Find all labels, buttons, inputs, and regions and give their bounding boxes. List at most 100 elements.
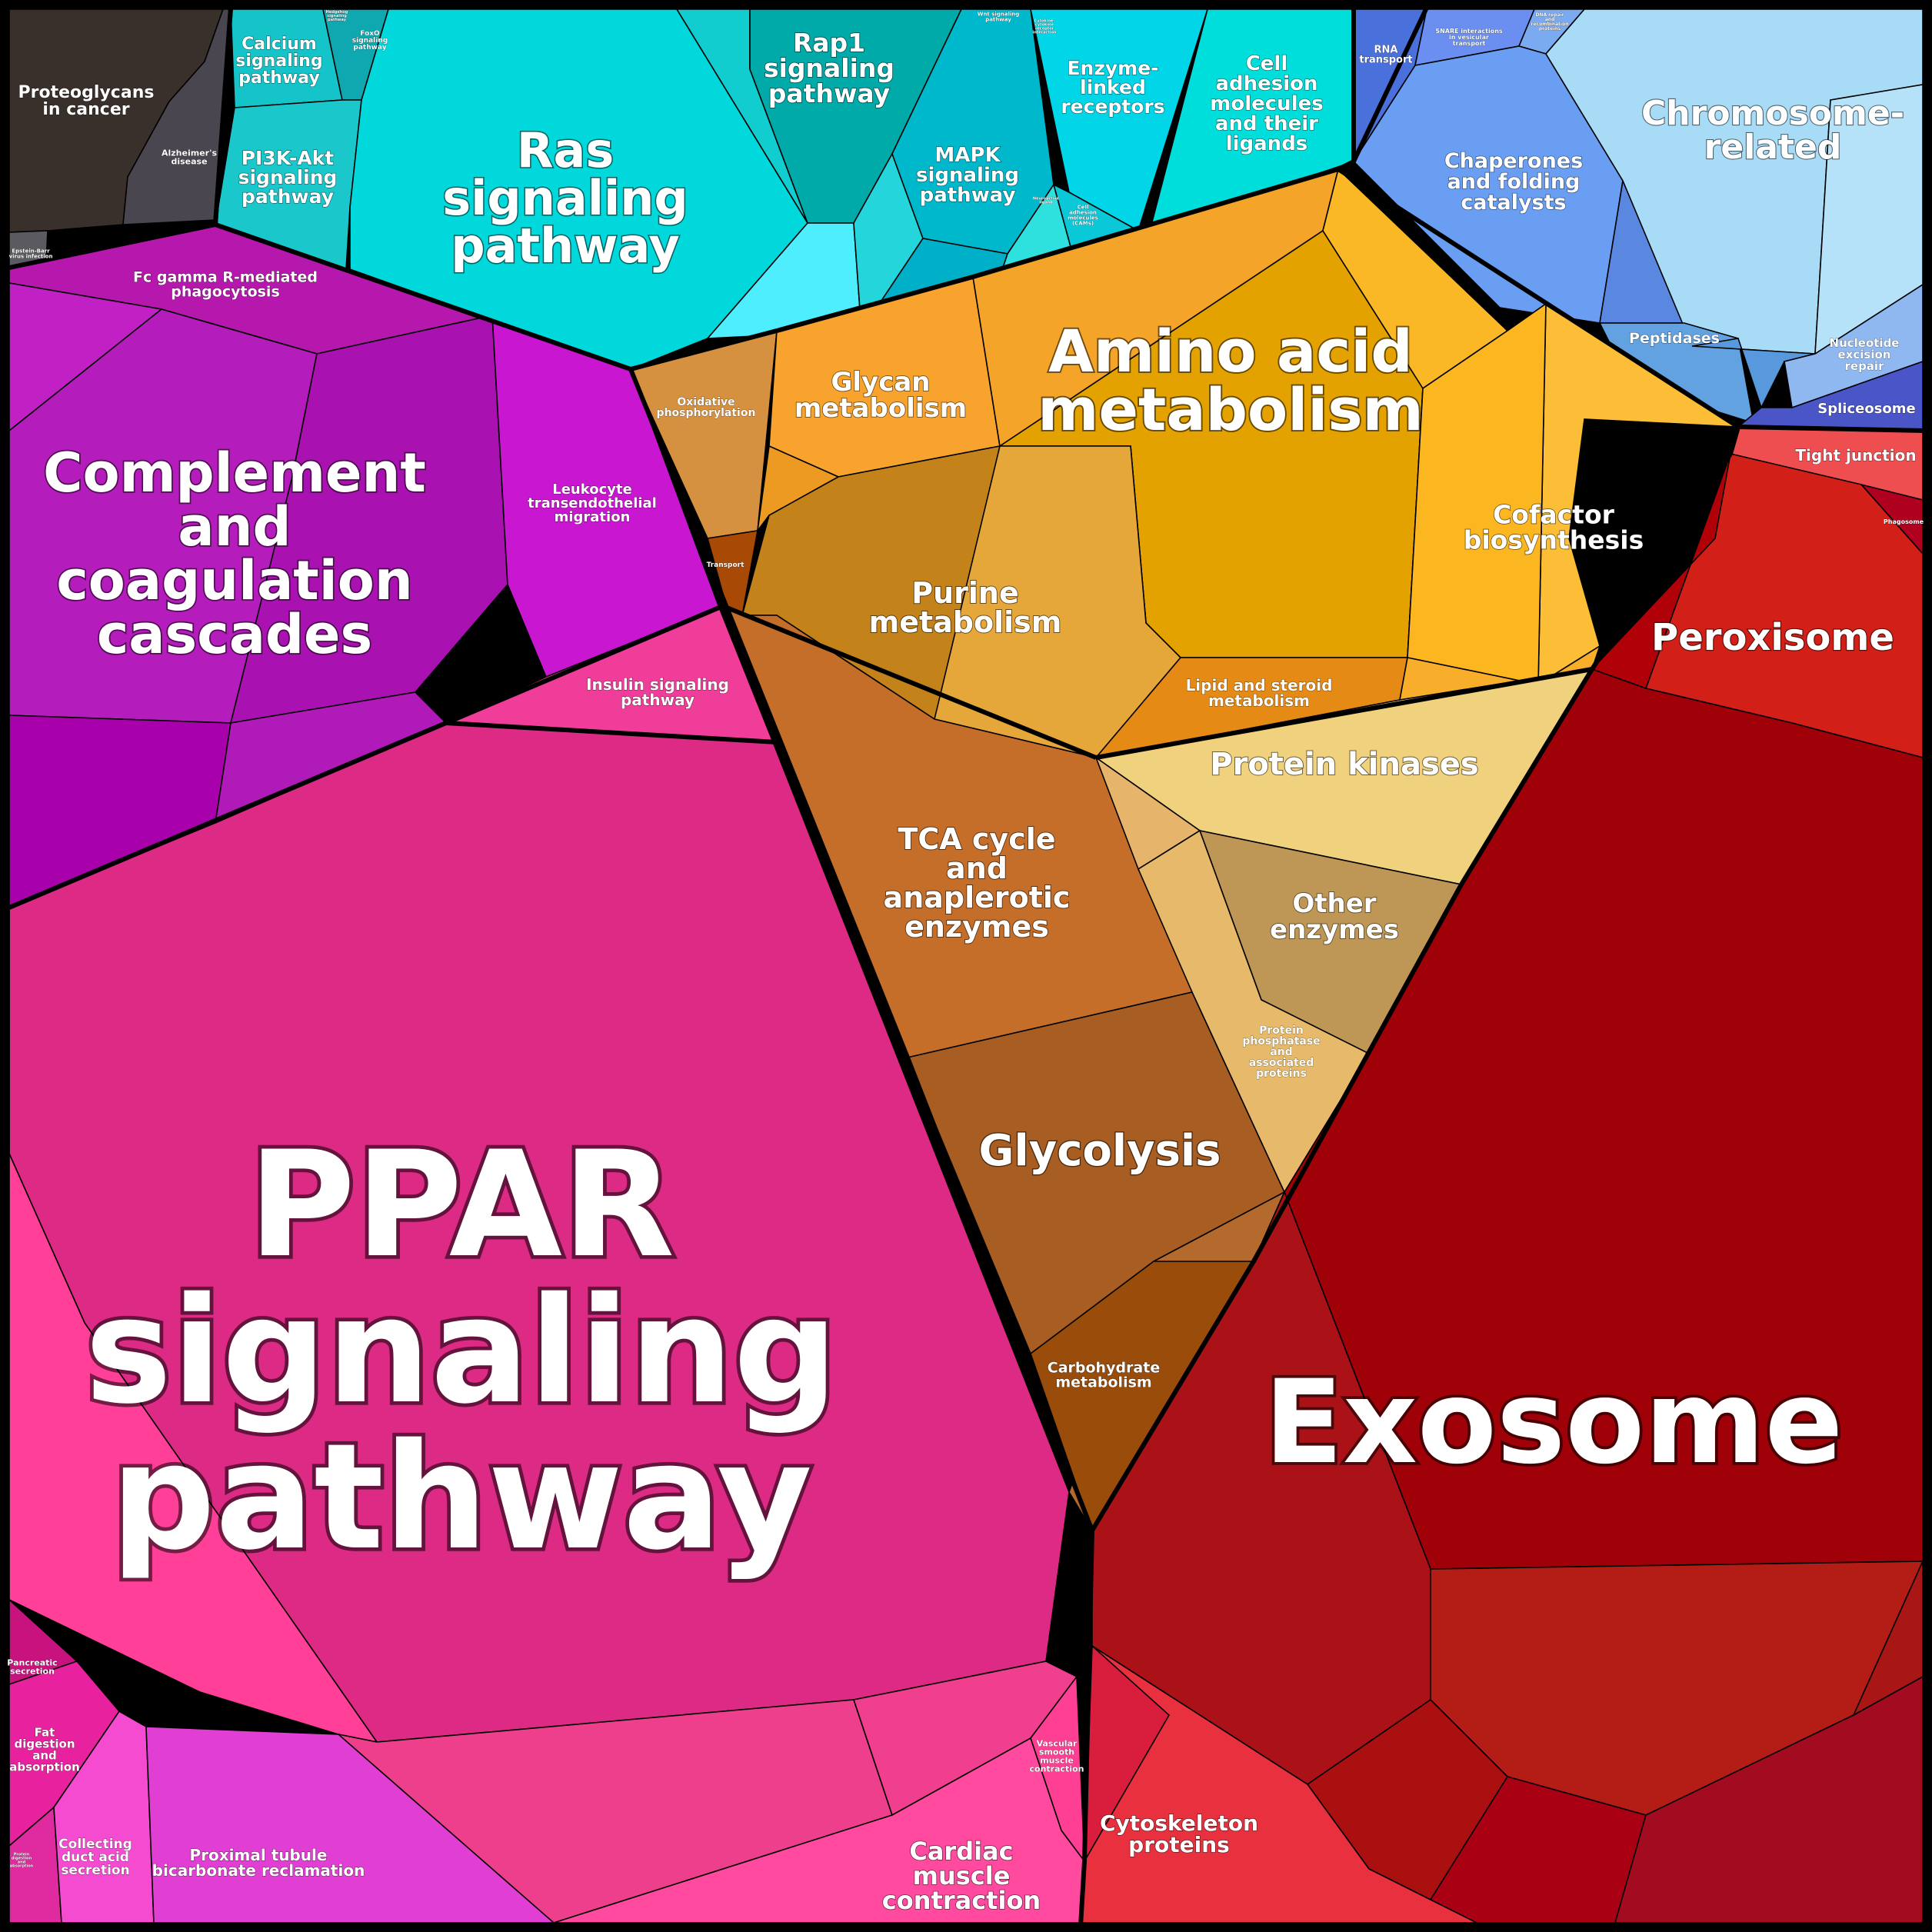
label-line: metabolism bbox=[1055, 1374, 1151, 1391]
label-line: Collecting bbox=[58, 1837, 132, 1852]
label-cofactor: Cofactor biosynthesis bbox=[1464, 499, 1644, 555]
label-line: ligands bbox=[1226, 132, 1308, 155]
label-line: bicarbonate reclamation bbox=[152, 1861, 365, 1880]
label-line: and bbox=[1545, 17, 1555, 22]
cell-exosome-f[interactable] bbox=[1614, 1675, 1924, 1924]
label-line: DNA repair bbox=[1535, 12, 1564, 18]
label-line: digestion bbox=[14, 1737, 75, 1750]
label-line: Chaperones bbox=[1444, 149, 1583, 173]
label-line: Phagosome bbox=[1884, 518, 1924, 525]
label-line: interaction bbox=[1033, 30, 1057, 35]
label-ner: Nucleotide excision repair bbox=[1830, 336, 1900, 373]
cell-spliceosome[interactable] bbox=[1736, 360, 1924, 431]
label-fat: Fat digestion and absorption bbox=[9, 1725, 80, 1774]
label-cam: Cell adhesion molecules (CAMs) bbox=[1068, 205, 1098, 227]
label-line: Spliceosome bbox=[1817, 401, 1915, 417]
border-orange-right bbox=[1337, 167, 1740, 429]
label-line: pathway bbox=[451, 218, 680, 274]
label-line: digestion bbox=[12, 1856, 32, 1860]
border-orange-left bbox=[628, 368, 1740, 1533]
label-line: pathway bbox=[238, 68, 320, 88]
label-line: in cancer bbox=[42, 100, 129, 119]
label-insulin: Insulin signaling pathway bbox=[586, 675, 729, 709]
border-ppar-right bbox=[1078, 1530, 1094, 1927]
label-line: MAPK bbox=[934, 144, 1001, 167]
label-transport: Transport bbox=[707, 561, 744, 569]
label-line: Fc gamma R-mediated bbox=[133, 268, 318, 285]
label-ppar: PPAR signaling pathway bbox=[85, 1120, 838, 1582]
label-line: pathway bbox=[328, 18, 347, 22]
label-line: associated bbox=[1249, 1057, 1314, 1069]
label-ras: Ras signaling pathway bbox=[442, 122, 688, 274]
label-other-enzymes: Other enzymes bbox=[1270, 888, 1399, 945]
label-line: and their bbox=[1215, 112, 1318, 135]
label-phosphatase: Protein phosphatase and associated proteins bbox=[1242, 1024, 1320, 1080]
label-line: and bbox=[18, 1860, 26, 1864]
label-line: signaling bbox=[442, 170, 688, 226]
label-line: duct acid bbox=[62, 1850, 129, 1865]
label-dna-repair: DNA repair and recombination proteins bbox=[1531, 12, 1569, 32]
label-line: pathway bbox=[985, 17, 1011, 23]
label-line: Vascular bbox=[1037, 1739, 1078, 1749]
label-line: receptors bbox=[1061, 95, 1164, 118]
label-line: Other bbox=[1292, 888, 1376, 919]
label-line: and bbox=[32, 1748, 57, 1762]
label-lipid: Lipid and steroid metabolism bbox=[1186, 676, 1333, 710]
cell-blue-sliver[interactable] bbox=[1691, 338, 1816, 410]
label-line: TCA cycle bbox=[898, 822, 1055, 856]
label-line: Lipid and steroid bbox=[1186, 676, 1333, 695]
label-line: related bbox=[1704, 128, 1842, 167]
label-line: Protein bbox=[1259, 1024, 1304, 1037]
label-proteoglycans: Proteoglycans in cancer bbox=[18, 83, 155, 119]
label-line: receptor bbox=[1035, 26, 1054, 31]
label-line: Calcium bbox=[242, 35, 317, 54]
label-protein-kinases: Protein kinases bbox=[1210, 747, 1478, 782]
label-line: proteins bbox=[1256, 1068, 1307, 1080]
label-line: Tight junction bbox=[1795, 446, 1916, 465]
label-line: pathway bbox=[920, 184, 1016, 207]
label-calcium: Calcium signaling pathway bbox=[235, 35, 322, 88]
label-line: metabolism bbox=[1038, 375, 1424, 444]
label-line: signaling bbox=[85, 1266, 838, 1436]
label-line: Ras bbox=[517, 122, 614, 178]
label-line: Fat bbox=[35, 1725, 55, 1739]
label-line: Transport bbox=[707, 561, 744, 569]
label-glycan: Glycan metabolism bbox=[794, 367, 967, 424]
label-line: Cytoskeleton bbox=[1100, 1810, 1258, 1836]
label-line: Alzheimer's bbox=[162, 148, 217, 158]
cell-cofactor-c[interactable] bbox=[1399, 645, 1601, 701]
label-line: signaling bbox=[235, 52, 322, 71]
label-line: repair bbox=[1845, 359, 1885, 373]
label-line: Cardiac bbox=[909, 1837, 1013, 1866]
label-enzyme-linked: Enzyme-linked receptors bbox=[1061, 57, 1164, 118]
label-oxphos: Oxidative phosphorylation bbox=[657, 396, 756, 419]
label-fc-gamma: Fc gamma R-mediated phagocytosis bbox=[133, 268, 318, 300]
label-line: contraction bbox=[1030, 1764, 1084, 1774]
label-snare: SNARE interactions in vesicular transport bbox=[1435, 28, 1503, 47]
border-red-top bbox=[1737, 425, 1927, 433]
label-line: phagocytosis bbox=[171, 283, 280, 300]
label-amino: Amino acid metabolism bbox=[1038, 317, 1424, 444]
cell-exosome-g[interactable] bbox=[1852, 1561, 1924, 1717]
label-line: enzymes bbox=[1270, 914, 1399, 945]
label-line: Proximal tubule bbox=[190, 1846, 328, 1864]
label-line: in vesicular bbox=[1449, 34, 1489, 41]
label-line: and folding bbox=[1447, 170, 1581, 194]
border-teal-left bbox=[213, 7, 233, 225]
label-rna-transport: RNA transport bbox=[1359, 44, 1412, 65]
cell-ner[interactable] bbox=[1784, 283, 1924, 409]
label-line: RNA bbox=[1374, 44, 1398, 55]
label-line: excision bbox=[1838, 348, 1891, 361]
label-line: ligand bbox=[1039, 200, 1053, 205]
label-line: transendothelial bbox=[528, 495, 657, 511]
label-chaperones: Chaperones and folding catalysts bbox=[1444, 149, 1583, 215]
label-tca: TCA cycle and anaplerotic enzymes bbox=[884, 822, 1071, 944]
label-line: PPAR bbox=[248, 1120, 675, 1290]
label-line: Exosome bbox=[1264, 1356, 1844, 1490]
border-blue-left bbox=[1351, 6, 1429, 163]
label-line: Pancreatic bbox=[7, 1658, 57, 1668]
label-line: Protein bbox=[14, 1852, 30, 1857]
label-line: disease bbox=[171, 157, 207, 167]
label-line: signaling bbox=[238, 166, 338, 188]
